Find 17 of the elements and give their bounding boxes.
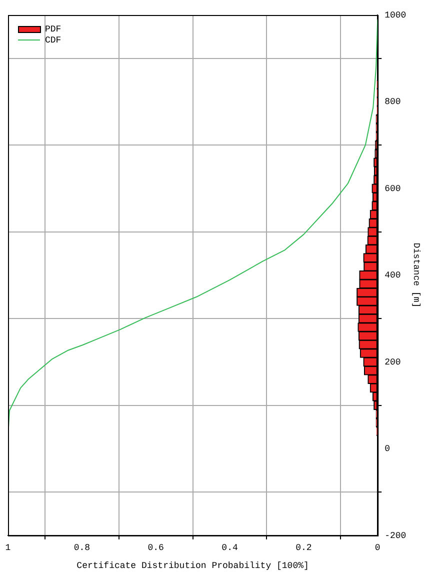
x-tick-label: 0.2 [296, 543, 312, 554]
x-tick-label: 1 [5, 543, 11, 554]
y-tick-label: 1000 [384, 10, 406, 20]
y-tick-label: -200 [384, 530, 406, 541]
x-axis-title: Certificate Distribution Probability [100%] [76, 560, 309, 571]
legend-label: PDF [45, 24, 62, 34]
y-tick-label: 200 [384, 357, 401, 368]
x-tick-label: 0.4 [222, 543, 238, 554]
y-tick-label: 800 [384, 97, 401, 108]
y-axis-title: Distance [m] [411, 242, 422, 308]
y-tick-label: 600 [384, 184, 401, 194]
x-tick-label: 0.8 [74, 543, 90, 554]
legend-label: CDF [45, 35, 62, 46]
x-tick-label: 0.6 [148, 543, 164, 554]
y-tick-label: 0 [384, 444, 390, 454]
y-tick-label: 400 [384, 270, 401, 281]
x-tick-label: 0 [374, 543, 380, 554]
